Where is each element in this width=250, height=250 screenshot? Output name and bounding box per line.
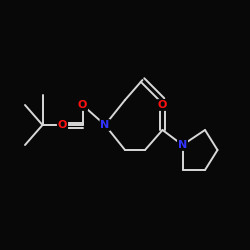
Text: O: O — [78, 100, 87, 110]
Text: N: N — [178, 140, 187, 150]
Text: O: O — [58, 120, 67, 130]
Text: N: N — [100, 120, 110, 130]
Text: O: O — [158, 100, 167, 110]
